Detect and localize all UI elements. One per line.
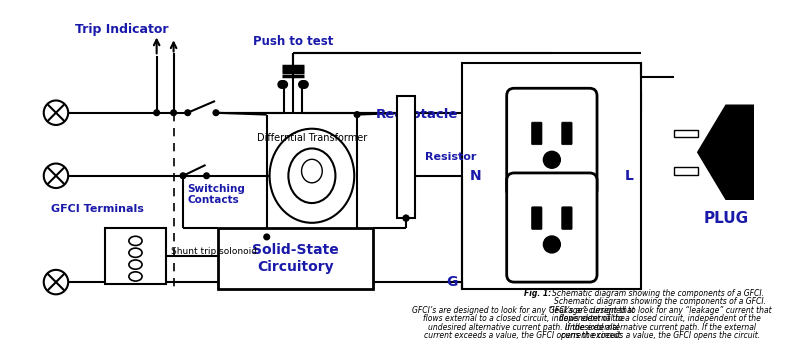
Text: Differntial Transformer: Differntial Transformer — [257, 133, 367, 143]
Text: undesired alternative current path. If the external: undesired alternative current path. If t… — [565, 323, 755, 332]
Text: flows external to a closed circuit, independent of the: flows external to a closed circuit, inde… — [559, 314, 761, 323]
Text: L: L — [625, 169, 634, 183]
Circle shape — [278, 81, 286, 88]
FancyBboxPatch shape — [532, 207, 542, 230]
Bar — [674, 130, 698, 137]
Text: N: N — [470, 169, 482, 183]
Circle shape — [403, 215, 409, 221]
Text: Schematic diagram showing the components of a GFCI.: Schematic diagram showing the components… — [552, 289, 764, 298]
FancyBboxPatch shape — [562, 122, 572, 145]
Text: PLUG: PLUG — [703, 210, 749, 226]
Text: Solid-State: Solid-State — [252, 243, 339, 257]
Polygon shape — [698, 105, 754, 199]
Bar — [397, 96, 415, 218]
Text: Shunt trip solonoid: Shunt trip solonoid — [170, 246, 257, 256]
Circle shape — [354, 112, 360, 117]
Circle shape — [543, 236, 560, 253]
Bar — [218, 227, 373, 289]
Text: Switching
Contacts: Switching Contacts — [188, 184, 246, 205]
Text: G: G — [446, 275, 458, 289]
Circle shape — [682, 148, 690, 157]
Bar — [105, 227, 166, 284]
Ellipse shape — [288, 149, 335, 203]
Circle shape — [154, 110, 159, 116]
Text: Fig. 1:: Fig. 1: — [524, 289, 550, 298]
Bar — [674, 167, 698, 175]
FancyBboxPatch shape — [532, 122, 542, 145]
Text: flows external to a closed circuit, independent of the: flows external to a closed circuit, inde… — [422, 314, 625, 323]
FancyBboxPatch shape — [562, 207, 572, 230]
Circle shape — [185, 110, 190, 116]
Circle shape — [180, 173, 186, 178]
Text: GFCI’s are designed to look for any “leakage” current that: GFCI’s are designed to look for any “lea… — [412, 306, 635, 315]
Text: GFCI’s are designed to look for any “leakage” current that: GFCI’s are designed to look for any “lea… — [549, 306, 771, 315]
Circle shape — [543, 151, 560, 168]
FancyBboxPatch shape — [506, 173, 597, 282]
Bar — [462, 63, 642, 289]
Circle shape — [204, 173, 210, 178]
Circle shape — [301, 81, 308, 88]
Text: Push to test: Push to test — [253, 35, 334, 48]
Text: current exceeds a value, the GFCI opens the circuit.: current exceeds a value, the GFCI opens … — [424, 331, 623, 340]
Circle shape — [170, 110, 177, 116]
Text: GFCI Terminals: GFCI Terminals — [51, 204, 144, 214]
Circle shape — [213, 110, 218, 116]
Circle shape — [280, 81, 287, 88]
Text: current exceeds a value, the GFCI opens the circuit.: current exceeds a value, the GFCI opens … — [561, 331, 760, 340]
Text: Receptacle: Receptacle — [375, 108, 458, 121]
Text: Resistor: Resistor — [425, 152, 476, 162]
Circle shape — [403, 215, 409, 221]
Text: Trip Indicator: Trip Indicator — [75, 23, 169, 36]
FancyBboxPatch shape — [506, 88, 597, 198]
Text: Circuitory: Circuitory — [257, 259, 334, 274]
Text: undesired alternative current path. If the external: undesired alternative current path. If t… — [428, 323, 619, 332]
Circle shape — [264, 234, 270, 240]
Text: Schematic diagram showing the components of a GFCI.: Schematic diagram showing the components… — [554, 297, 766, 306]
Circle shape — [298, 81, 306, 88]
